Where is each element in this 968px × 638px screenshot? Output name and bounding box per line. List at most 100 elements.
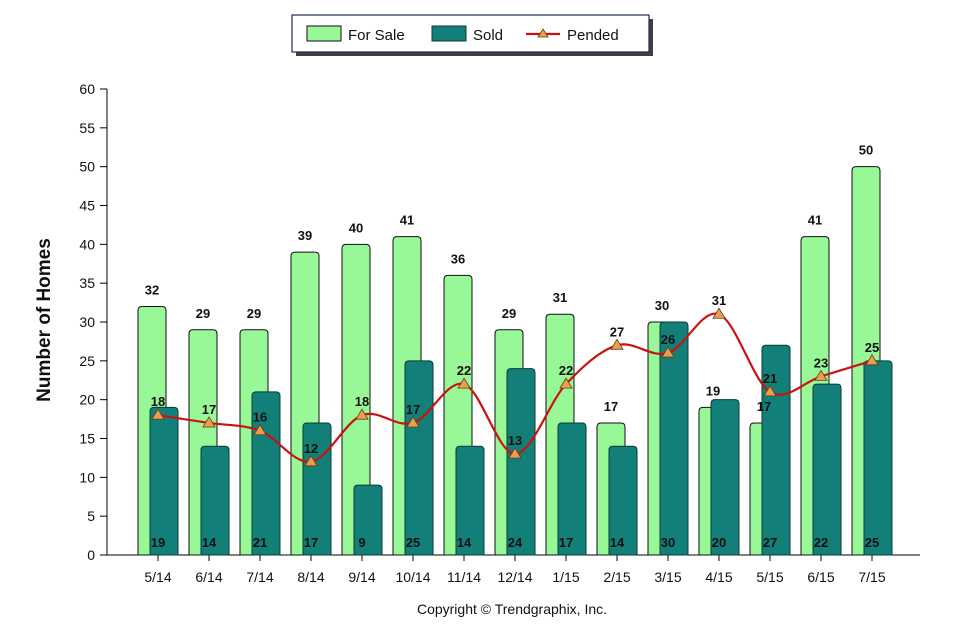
x-tick-label: 11/14 xyxy=(447,569,481,585)
sold-bar xyxy=(455,445,485,556)
x-tick-label: 3/15 xyxy=(654,569,681,585)
sold-bar xyxy=(557,422,587,556)
legend-box xyxy=(291,14,650,53)
for-sale-value-label: 41 xyxy=(400,213,414,228)
for-sale-value-label: 29 xyxy=(196,306,210,321)
sold-value-label: 25 xyxy=(406,535,420,550)
sold-bar xyxy=(608,445,638,556)
pended-line xyxy=(151,307,879,467)
x-axis: 5/14 6/14 7/14 8/14 9/14 10/14 11/14 12/14 1/15 2… xyxy=(107,554,920,585)
legend-sold-swatch xyxy=(431,25,467,42)
x-tick-label: 5/15 xyxy=(756,569,783,585)
for-sale-value-label: 36 xyxy=(451,251,465,266)
x-tick-label: 7/15 xyxy=(858,569,885,585)
sold-value-label: 24 xyxy=(508,535,523,550)
pended-value-label: 17 xyxy=(406,402,420,417)
y-tick-label: 25 xyxy=(79,353,95,369)
pended-marker xyxy=(712,307,726,319)
pended-marker xyxy=(355,408,369,420)
legend-pended-label: Pended xyxy=(567,27,619,44)
sold-bar xyxy=(812,383,842,556)
x-tick-label: 6/14 xyxy=(195,569,222,585)
x-tick-label: 10/14 xyxy=(395,569,430,585)
pended-value-label: 21 xyxy=(763,371,777,386)
pended-value-label: 22 xyxy=(457,363,471,378)
sold-bar xyxy=(149,406,179,556)
legend-pended-marker xyxy=(537,28,549,38)
for-sale-value-label: 30 xyxy=(655,298,669,313)
y-tick-label: 50 xyxy=(79,159,95,175)
for-sale-value-label: 41 xyxy=(808,213,822,228)
x-tick-label: 5/14 xyxy=(144,569,171,585)
legend-for-sale-label: For Sale xyxy=(348,27,405,44)
bars xyxy=(137,166,893,556)
x-tick-label: 2/15 xyxy=(603,569,630,585)
for-sale-value-label: 40 xyxy=(349,220,363,235)
y-tick-label: 0 xyxy=(87,547,95,563)
pended-marker xyxy=(406,416,420,428)
sold-bar xyxy=(659,321,689,556)
for-sale-value-label: 39 xyxy=(298,228,312,243)
pended-marker xyxy=(253,423,267,436)
for-sale-value-label: 29 xyxy=(502,306,516,321)
pended-value-label: 27 xyxy=(610,324,624,339)
for-sale-bar xyxy=(341,243,371,556)
pended-marker xyxy=(202,416,216,428)
pended-marker xyxy=(610,338,624,350)
data-labels: 32 19 29 14 29 21 39 17 40 9 41 25 36 14 29 24 31 17 17 14 3… xyxy=(145,143,879,550)
pended-value-label: 26 xyxy=(661,332,675,347)
legend-for-sale-swatch xyxy=(306,25,342,42)
pended-marker xyxy=(763,385,777,397)
x-tick-label: 1/15 xyxy=(552,569,579,585)
pended-value-label: 23 xyxy=(814,355,828,370)
pended-marker xyxy=(661,346,675,358)
sold-value-label: 9 xyxy=(358,535,365,550)
y-tick-label: 20 xyxy=(79,392,95,408)
sold-value-label: 17 xyxy=(304,535,318,550)
copyright-footer: Copyright © Trendgraphix, Inc. xyxy=(417,601,607,617)
sold-value-label: 20 xyxy=(712,535,726,550)
x-tick-label: 9/14 xyxy=(348,569,375,585)
pended-marker xyxy=(508,447,522,459)
legend-sold-label: Sold xyxy=(473,27,503,44)
pended-value-label: 25 xyxy=(865,340,879,355)
y-tick-label: 10 xyxy=(79,469,95,485)
pended-marker xyxy=(814,369,828,381)
pended-value-label: 31 xyxy=(712,293,726,308)
x-tick-label: 6/15 xyxy=(807,569,834,585)
y-tick-label: 60 xyxy=(79,81,95,97)
pended-value-label: 18 xyxy=(151,394,165,409)
x-tick-label: 8/14 xyxy=(297,569,324,585)
y-tick-label: 55 xyxy=(79,120,95,136)
sold-bar xyxy=(863,360,893,556)
sold-bar xyxy=(302,422,332,556)
pended-value-label: 22 xyxy=(559,363,573,378)
sold-bar xyxy=(710,399,740,556)
for-sale-value-label: 50 xyxy=(859,143,873,158)
sold-bar xyxy=(353,484,383,556)
sold-value-label: 27 xyxy=(763,535,777,550)
y-tick-label: 45 xyxy=(79,198,95,214)
for-sale-value-label: 31 xyxy=(553,290,567,305)
pended-value-label: 17 xyxy=(202,402,216,417)
y-tick-label: 15 xyxy=(79,431,95,447)
y-tick-label: 5 xyxy=(87,508,95,524)
pended-value-label: 13 xyxy=(508,433,522,448)
sold-value-label: 14 xyxy=(457,535,472,550)
sold-value-label: 25 xyxy=(865,535,879,550)
y-tick-label: 40 xyxy=(79,236,95,252)
pended-marker xyxy=(865,354,879,366)
sold-value-label: 19 xyxy=(151,535,165,550)
for-sale-value-label: 32 xyxy=(145,282,159,297)
sold-value-label: 17 xyxy=(559,535,573,550)
for-sale-value-label: 17 xyxy=(757,399,771,414)
for-sale-value-label: 29 xyxy=(247,306,261,321)
sold-bar xyxy=(404,360,434,556)
y-axis: 0 5 10 15 20 25 30 35 40 45 50 55 60 xyxy=(79,81,108,563)
sold-bar xyxy=(761,344,791,556)
x-tick-label: 4/15 xyxy=(705,569,732,585)
pended-marker xyxy=(151,408,165,420)
sold-value-label: 21 xyxy=(253,535,267,550)
pended-value-label: 18 xyxy=(355,394,369,409)
